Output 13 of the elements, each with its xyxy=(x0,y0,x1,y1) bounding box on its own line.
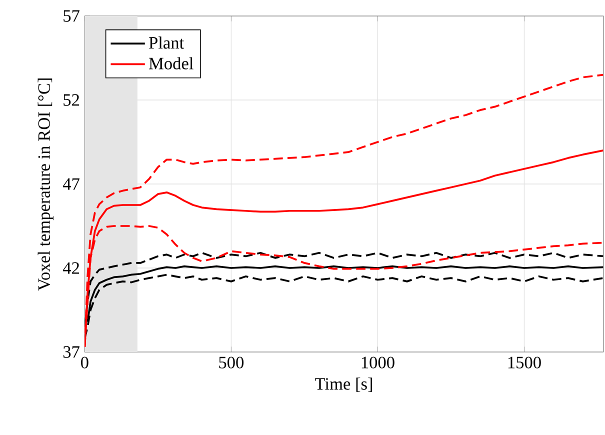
x-tick-label: 1000 xyxy=(362,356,394,368)
y-tick-label: 57 xyxy=(64,10,80,22)
y-tick-label: 52 xyxy=(64,94,80,106)
x-tick-label: 500 xyxy=(219,356,244,368)
y-tick-label: 42 xyxy=(62,262,80,274)
x-axis-title: Time [s] xyxy=(315,378,372,392)
y-tick-label: 47 xyxy=(62,178,80,190)
x-tick-label: 0 xyxy=(81,356,88,368)
y-axis-title: Voxel temperature in ROI [°C] xyxy=(38,78,54,291)
x-tick-label: 1500 xyxy=(508,356,541,368)
legend-label: Plant xyxy=(148,36,184,49)
y-tick-label: 37 xyxy=(63,346,80,358)
legend-label: Model xyxy=(148,57,194,70)
